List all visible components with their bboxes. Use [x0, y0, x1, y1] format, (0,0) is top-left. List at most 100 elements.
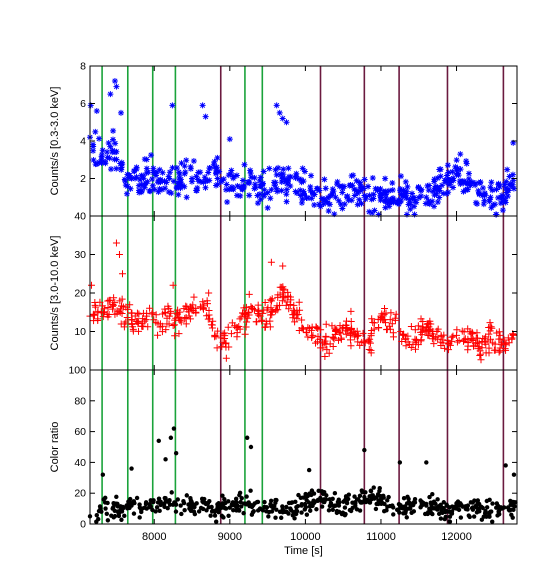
data-point-soft	[166, 175, 173, 182]
cloud-point-soft	[173, 164, 180, 171]
data-point-ratio	[173, 450, 179, 456]
cloud-point-soft	[301, 168, 308, 175]
cloud-point-ratio	[158, 502, 163, 508]
cloud-point-hard	[175, 330, 183, 338]
cloud-point-hard	[142, 316, 150, 324]
cloud-point-ratio	[122, 513, 127, 519]
cloud-point-ratio	[241, 510, 246, 516]
cloud-point-soft	[452, 163, 459, 170]
cloud-point-soft	[486, 198, 493, 205]
cloud-point-soft	[502, 199, 509, 206]
cloud-point-soft	[362, 196, 369, 203]
data-point-hard	[88, 281, 96, 289]
cloud-point-ratio	[332, 503, 338, 508]
cloud-point-soft	[271, 182, 278, 189]
y-tick-label-hard: 30	[74, 249, 86, 261]
cloud-point-hard	[169, 321, 177, 329]
cloud-point-hard	[221, 329, 229, 337]
x-tick-label: 10000	[290, 531, 321, 543]
cloud-point-ratio	[299, 510, 304, 515]
y-tick-label-ratio: 40	[74, 457, 86, 469]
cloud-point-soft	[368, 196, 375, 203]
cloud-point-soft	[113, 165, 120, 172]
cloud-point-soft	[446, 181, 453, 188]
data-point-ratio	[178, 503, 183, 508]
cloud-point-soft	[481, 191, 488, 198]
cloud-point-ratio	[328, 500, 334, 506]
data-point-ratio	[163, 457, 168, 462]
cloud-point-hard	[437, 338, 445, 346]
cloud-point-ratio	[404, 515, 409, 520]
data-point-soft	[287, 183, 294, 189]
cloud-point-ratio	[353, 499, 358, 505]
cloud-point-soft	[464, 186, 471, 193]
cloud-point-ratio	[98, 506, 103, 511]
cloud-point-hard	[321, 337, 329, 345]
cloud-point-ratio	[470, 507, 476, 512]
cloud-point-soft	[389, 187, 396, 194]
cloud-point-ratio	[473, 503, 479, 508]
cloud-point-ratio	[479, 517, 485, 522]
cloud-point-soft	[389, 179, 396, 186]
y-tick-label-ratio: 20	[74, 488, 86, 500]
cloud-point-soft	[450, 177, 457, 184]
cloud-point-soft	[124, 171, 131, 178]
cloud-point-soft	[138, 172, 145, 179]
cloud-point-ratio	[181, 500, 187, 506]
cloud-point-hard	[418, 323, 426, 331]
cloud-point-hard	[460, 328, 468, 336]
data-point-hard	[279, 262, 287, 270]
data-point-soft	[200, 179, 207, 186]
cloud-point-hard	[296, 306, 304, 314]
cloud-point-ratio	[247, 503, 252, 509]
cloud-point-ratio	[391, 512, 396, 517]
cloud-point-hard	[368, 315, 376, 323]
cloud-point-hard	[399, 331, 407, 339]
cloud-point-soft	[320, 200, 327, 207]
cloud-point-ratio	[248, 488, 253, 493]
cloud-point-soft	[314, 185, 321, 192]
cloud-point-soft	[429, 198, 436, 205]
cloud-point-soft	[493, 186, 500, 193]
cloud-point-soft	[345, 197, 352, 204]
cloud-point-hard	[404, 332, 412, 340]
cloud-point-soft	[293, 190, 300, 197]
data-point-soft	[273, 102, 280, 109]
cloud-point-hard	[224, 323, 232, 331]
cloud-point-hard	[445, 346, 453, 354]
cloud-point-ratio	[105, 518, 111, 523]
cloud-point-soft	[472, 199, 479, 206]
cloud-point-ratio	[111, 515, 116, 520]
cloud-point-hard	[103, 310, 111, 318]
cloud-point-soft	[133, 173, 140, 180]
cloud-point-ratio	[262, 499, 267, 505]
cloud-point-soft	[165, 188, 172, 195]
cloud-point-ratio	[239, 495, 244, 501]
cloud-point-soft	[453, 157, 460, 164]
cloud-point-soft	[175, 179, 182, 186]
data-point-ratio	[248, 444, 254, 450]
cloud-point-hard	[312, 339, 320, 347]
cloud-point-soft	[426, 182, 433, 189]
cloud-point-soft	[330, 188, 337, 195]
cloud-point-soft	[183, 157, 190, 164]
cloud-point-soft	[228, 167, 235, 174]
cloud-point-hard	[91, 301, 99, 309]
cloud-point-ratio	[309, 488, 315, 493]
cloud-point-soft	[266, 165, 273, 172]
cloud-point-soft	[376, 187, 383, 194]
cloud-point-soft	[99, 147, 106, 154]
cloud-point-soft	[261, 186, 268, 193]
data-point-soft	[276, 109, 283, 116]
cloud-point-ratio	[397, 510, 402, 515]
cloud-point-soft	[366, 208, 373, 215]
cloud-point-ratio	[179, 511, 184, 517]
points-ratio	[87, 426, 518, 524]
cloud-point-hard	[501, 345, 509, 353]
data-point-soft	[111, 78, 118, 84]
cloud-point-hard	[356, 341, 364, 349]
cloud-point-hard	[392, 310, 400, 318]
cloud-point-hard	[94, 315, 102, 323]
cloud-point-hard	[208, 324, 216, 332]
cloud-point-soft	[386, 203, 393, 210]
